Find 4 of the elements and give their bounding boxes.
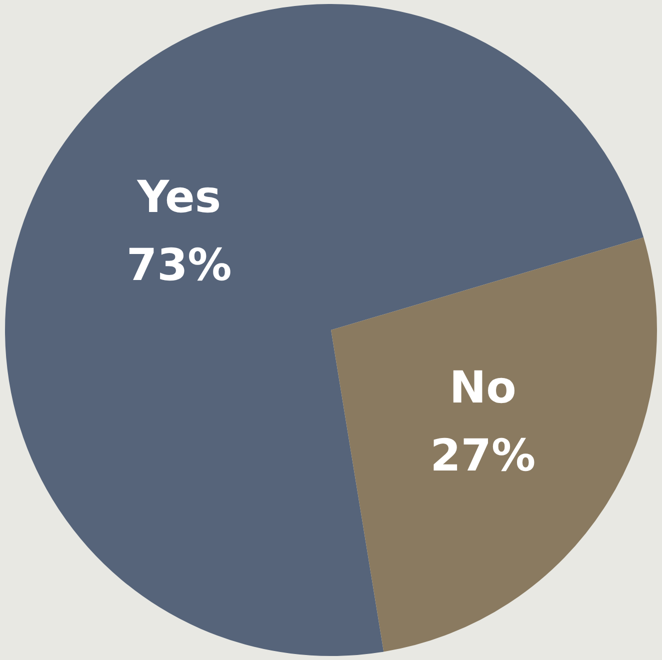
slice-label: Yes: [136, 172, 222, 224]
data-label: 73%: [126, 240, 232, 292]
data-label: 27%: [430, 430, 536, 482]
slice-label: No: [449, 362, 516, 414]
